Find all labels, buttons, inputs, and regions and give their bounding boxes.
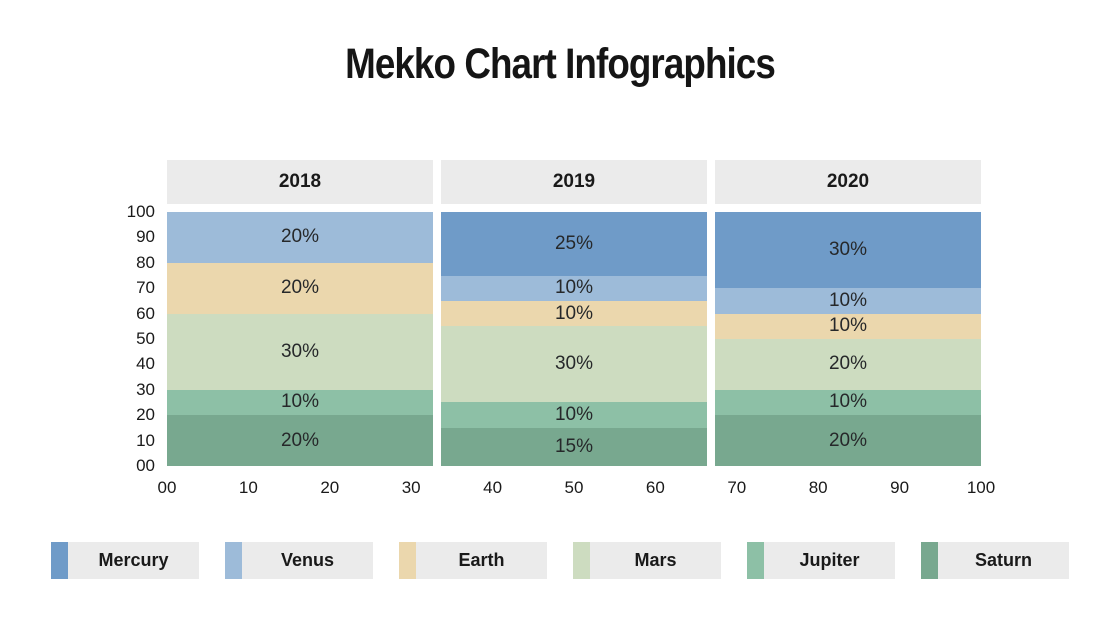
mekko-segment-2020-mars: 20% xyxy=(715,338,981,390)
legend-swatch-earth xyxy=(399,542,416,579)
segment-value-label: 30% xyxy=(280,340,320,362)
x-tick-label-10: 10 xyxy=(238,478,258,497)
legend-item-mercury: Mercury xyxy=(51,542,199,579)
segment-value-label: 15% xyxy=(554,435,594,457)
segment-value-label: 20% xyxy=(828,429,868,451)
segment-value-label: 10% xyxy=(554,277,594,299)
segment-value-label: 30% xyxy=(828,239,868,261)
x-tick-label-50: 50 xyxy=(564,478,584,497)
legend-label: Earth xyxy=(416,542,547,579)
mekko-segment-2019-jupiter: 10% xyxy=(441,402,707,428)
segment-value-label: 20% xyxy=(280,429,320,451)
year-headers-row: 2018 2019 2020 xyxy=(167,160,981,204)
segment-value-label: 30% xyxy=(554,353,594,375)
legend-swatch-saturn xyxy=(921,542,938,579)
x-tick-label-40: 40 xyxy=(483,478,503,497)
y-axis: 100 90 80 70 60 50 40 30 20 10 00 xyxy=(88,0,155,630)
mekko-column-2019: 25% 10% 10% 30% 10% 15% xyxy=(441,212,707,466)
x-tick-label-30: 30 xyxy=(401,478,421,497)
y-tick-label-70: 70 xyxy=(136,278,155,298)
mekko-segment-2018-jupiter: 10% xyxy=(167,389,433,416)
mekko-segment-2020-venus: 10% xyxy=(715,288,981,314)
legend-swatch-jupiter xyxy=(747,542,764,579)
segment-value-label: 20% xyxy=(280,277,320,299)
y-tick-label-30: 30 xyxy=(136,379,155,399)
x-tick-label-100: 100 xyxy=(966,478,996,497)
legend-item-jupiter: Jupiter xyxy=(747,542,895,579)
x-tick-label-60: 60 xyxy=(645,478,665,497)
column-header-2020: 2020 xyxy=(715,160,981,204)
mekko-segment-2019-mercury: 25% xyxy=(441,212,707,276)
mekko-segment-2019-mars: 30% xyxy=(441,326,707,403)
mekko-segment-2018-earth: 20% xyxy=(167,262,433,314)
mekko-segment-2020-jupiter: 10% xyxy=(715,389,981,416)
segment-value-label: 10% xyxy=(280,391,320,413)
legend-swatch-mercury xyxy=(51,542,68,579)
mekko-segment-2020-mercury: 30% xyxy=(715,212,981,289)
column-header-2019: 2019 xyxy=(441,160,707,204)
x-tick-label-00: 00 xyxy=(157,478,177,497)
mekko-segment-2019-saturn: 15% xyxy=(441,427,707,466)
legend-item-venus: Venus xyxy=(225,542,373,579)
legend-swatch-mars xyxy=(573,542,590,579)
segment-value-label: 10% xyxy=(828,315,868,337)
y-tick-label-40: 40 xyxy=(136,354,155,374)
page-title: Mekko Chart Infographics xyxy=(345,40,776,88)
y-tick-label-90: 90 xyxy=(136,227,155,247)
x-tick-label-90: 90 xyxy=(890,478,910,497)
mekko-column-2018: 20% 20% 30% 10% 20% xyxy=(167,212,433,466)
segment-value-label: 20% xyxy=(280,226,320,248)
legend-label: Mercury xyxy=(68,542,199,579)
x-tick-label-80: 80 xyxy=(808,478,828,497)
legend-item-saturn: Saturn xyxy=(921,542,1069,579)
segment-value-label: 10% xyxy=(828,289,868,311)
segment-value-label: 10% xyxy=(554,302,594,324)
y-tick-label-10: 10 xyxy=(136,430,155,450)
x-axis: 00 10 20 30 40 50 60 70 80 90 100 xyxy=(0,477,1120,501)
legend-label: Jupiter xyxy=(764,542,895,579)
y-tick-label-100: 100 xyxy=(126,202,155,221)
mekko-column-2020: 30% 10% 10% 20% 10% 20% xyxy=(715,212,981,466)
mekko-segment-2020-saturn: 20% xyxy=(715,415,981,466)
segment-value-label: 20% xyxy=(828,353,868,375)
y-tick-label-20: 20 xyxy=(136,405,155,425)
legend-item-mars: Mars xyxy=(573,542,721,579)
y-tick-label-60: 60 xyxy=(136,303,155,323)
segment-value-label: 10% xyxy=(828,391,868,413)
mekko-segment-2019-venus: 10% xyxy=(441,275,707,301)
y-tick-label-80: 80 xyxy=(136,252,155,272)
segment-value-label: 10% xyxy=(554,404,594,426)
y-tick-label-50: 50 xyxy=(136,329,155,348)
y-tick-label-00: 00 xyxy=(136,456,155,475)
mekko-segment-2020-earth: 10% xyxy=(715,313,981,339)
legend-row: Mercury Venus Earth Mars Jupiter Saturn xyxy=(0,542,1120,579)
legend-swatch-venus xyxy=(225,542,242,579)
mekko-segment-2019-earth: 10% xyxy=(441,300,707,327)
x-tick-label-20: 20 xyxy=(320,478,340,497)
mekko-segment-2018-saturn: 20% xyxy=(167,415,433,466)
mekko-plot-area: 20% 20% 30% 10% 20% 25% 10% 10% 30% 10% 15% 30% 10% 1… xyxy=(167,212,981,466)
column-header-2018: 2018 xyxy=(167,160,433,204)
legend-label: Saturn xyxy=(938,542,1069,579)
legend-label: Venus xyxy=(242,542,373,579)
x-tick-label-70: 70 xyxy=(727,478,747,497)
segment-value-label: 25% xyxy=(554,232,594,254)
legend-label: Mars xyxy=(590,542,721,579)
mekko-segment-2018-venus: 20% xyxy=(167,212,433,263)
mekko-segment-2018-mars: 30% xyxy=(167,313,433,390)
legend-item-earth: Earth xyxy=(399,542,547,579)
